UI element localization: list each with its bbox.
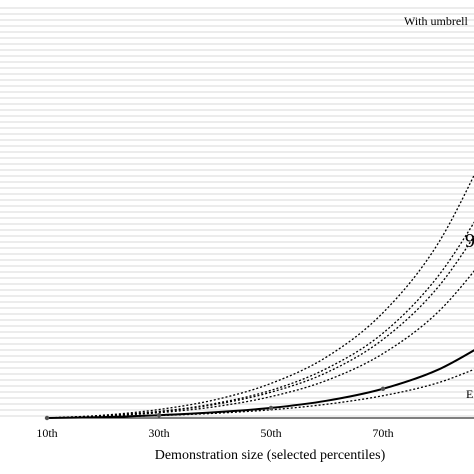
series-line-5 (46, 173, 474, 419)
x-tick-label: 50th (260, 426, 281, 440)
data-point-1 (156, 412, 162, 418)
data-point-3 (380, 386, 386, 391)
gridlines (0, 7, 474, 417)
series-line-2 (46, 270, 474, 419)
x-tick-label: 70th (372, 426, 393, 440)
annotation-right: 9 (465, 230, 474, 252)
marker-group (44, 386, 386, 421)
x-tick-labels: 10th 30th 50th 70th (36, 426, 393, 440)
x-axis-title: Demonstration size (selected percentiles… (155, 448, 386, 463)
data-point-0 (44, 415, 50, 421)
series-line-4 (46, 221, 474, 419)
x-tick-label: 30th (148, 426, 169, 440)
series-group (46, 173, 474, 419)
annotation-bottom-right: E (466, 387, 473, 401)
annotation-top-right: With umbrell (404, 14, 469, 28)
x-tick-label: 10th (36, 426, 57, 440)
data-point-2 (268, 405, 274, 411)
